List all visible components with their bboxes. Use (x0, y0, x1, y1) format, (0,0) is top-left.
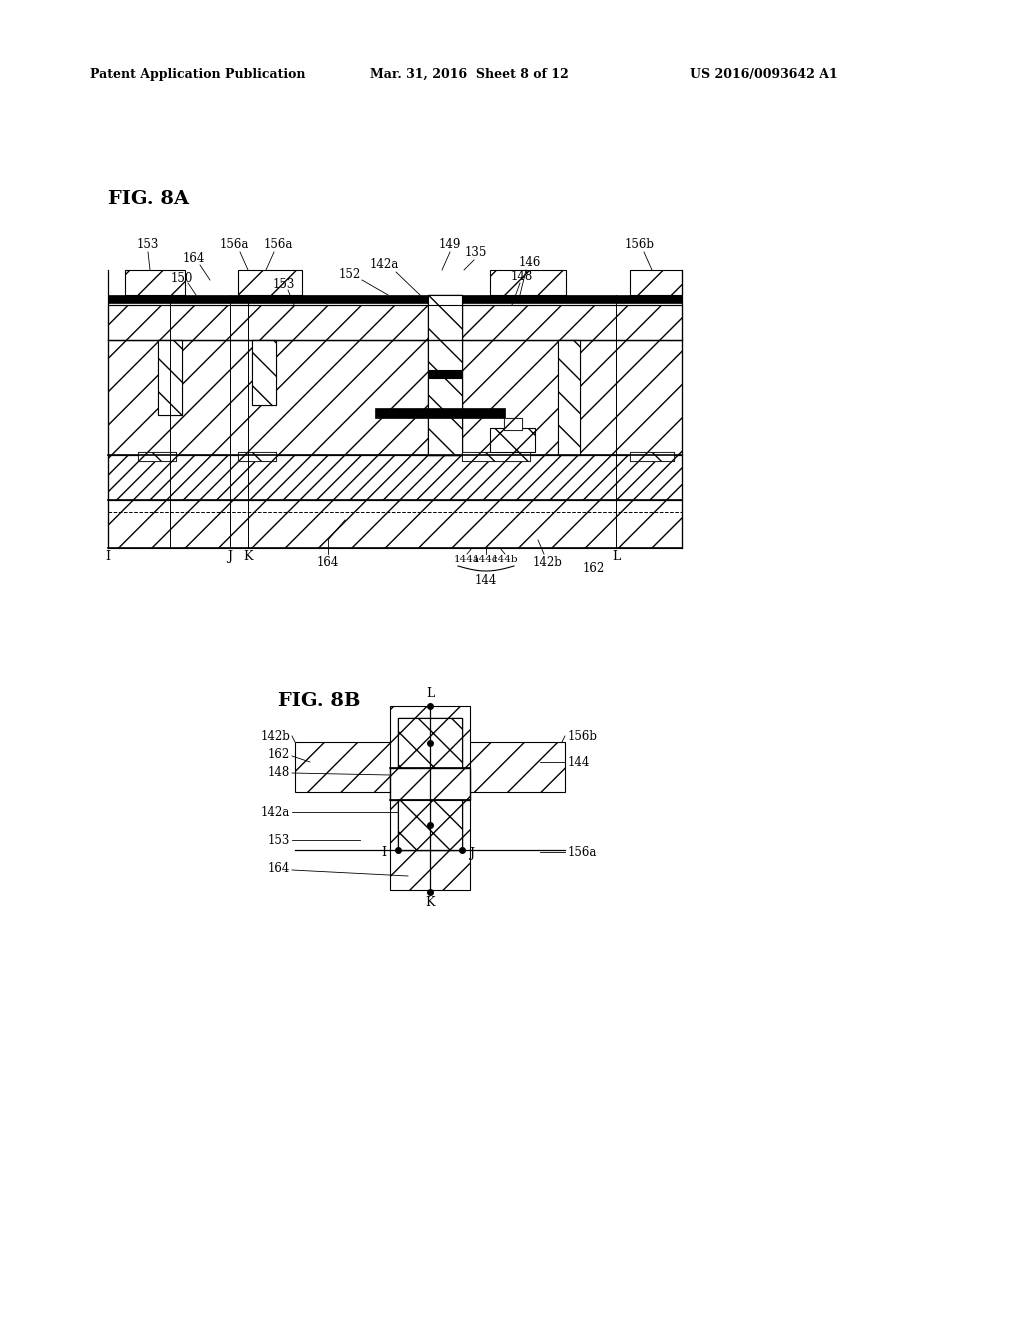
Bar (428, 370, 462, 378)
Text: 156b: 156b (625, 238, 655, 251)
Bar (108, 294, 682, 304)
Bar (252, 341, 276, 405)
Bar (108, 341, 682, 455)
Text: 142b: 142b (260, 730, 290, 742)
Text: FIG. 8B: FIG. 8B (278, 692, 360, 710)
Text: 156a: 156a (568, 846, 597, 858)
Bar (558, 341, 580, 455)
Text: 144c: 144c (473, 554, 499, 564)
Bar (504, 418, 522, 430)
Text: K: K (425, 896, 435, 909)
Text: 164: 164 (183, 252, 205, 264)
Text: 152: 152 (339, 268, 361, 281)
Bar (138, 451, 176, 461)
Text: I: I (105, 550, 111, 564)
Bar (630, 451, 674, 461)
Text: 164: 164 (267, 862, 290, 874)
Text: 148: 148 (511, 269, 534, 282)
Bar (504, 418, 522, 430)
Bar (108, 305, 682, 341)
Bar (630, 451, 674, 461)
Text: 156a: 156a (263, 238, 293, 251)
Bar (295, 742, 565, 792)
Bar (398, 718, 462, 768)
Bar (390, 768, 470, 800)
Bar (375, 408, 505, 418)
Bar (428, 294, 462, 370)
Text: 135: 135 (465, 246, 487, 259)
Text: 153: 153 (267, 833, 290, 846)
Bar (398, 800, 462, 850)
Text: 153: 153 (272, 277, 295, 290)
Text: 156b: 156b (568, 730, 598, 742)
Bar (462, 451, 530, 461)
Text: 162: 162 (267, 747, 290, 760)
Bar (238, 451, 276, 461)
Bar (158, 341, 182, 414)
Bar (398, 800, 462, 850)
Text: 142a: 142a (370, 257, 398, 271)
Bar (398, 718, 462, 768)
Bar (238, 451, 276, 461)
Bar (108, 500, 682, 548)
Text: Patent Application Publication: Patent Application Publication (90, 69, 305, 81)
Bar (428, 378, 462, 455)
Bar (238, 271, 302, 294)
Text: 142a: 142a (261, 805, 290, 818)
Bar (125, 271, 185, 294)
Text: 144: 144 (568, 755, 591, 768)
Bar (462, 451, 530, 461)
Text: 144a: 144a (454, 554, 480, 564)
Bar (428, 294, 462, 455)
Bar (158, 341, 182, 414)
Text: K: K (244, 550, 253, 564)
Text: L: L (612, 550, 621, 564)
Bar (138, 451, 176, 461)
Text: 162: 162 (583, 562, 605, 576)
Bar (490, 428, 535, 451)
Text: L: L (426, 686, 434, 700)
Text: 144: 144 (475, 574, 498, 587)
Bar (558, 341, 580, 455)
Text: 153: 153 (137, 238, 159, 251)
Text: Mar. 31, 2016  Sheet 8 of 12: Mar. 31, 2016 Sheet 8 of 12 (370, 69, 568, 81)
Text: 142b: 142b (534, 556, 563, 569)
Text: 150: 150 (171, 272, 194, 285)
Bar (108, 455, 682, 500)
Text: 164: 164 (316, 556, 339, 569)
Text: FIG. 8A: FIG. 8A (108, 190, 189, 209)
Text: 148: 148 (267, 766, 290, 779)
Text: J: J (227, 550, 232, 564)
Text: 156a: 156a (219, 238, 249, 251)
Text: 144b: 144b (492, 554, 518, 564)
Bar (252, 341, 276, 405)
Bar (390, 706, 470, 890)
Bar (630, 271, 682, 294)
Text: 149: 149 (439, 238, 461, 251)
Text: J: J (469, 846, 474, 859)
Text: US 2016/0093642 A1: US 2016/0093642 A1 (690, 69, 838, 81)
Text: I: I (382, 846, 386, 859)
Text: 146: 146 (519, 256, 542, 268)
Bar (490, 271, 566, 294)
